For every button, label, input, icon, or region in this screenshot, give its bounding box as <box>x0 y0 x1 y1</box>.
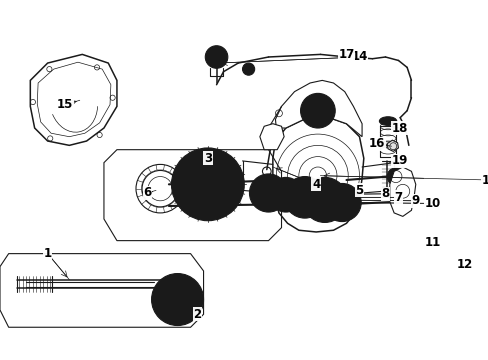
Text: 2: 2 <box>193 308 201 321</box>
Circle shape <box>249 174 287 212</box>
Circle shape <box>323 184 361 221</box>
Text: 12: 12 <box>456 258 472 271</box>
Text: 16: 16 <box>368 137 384 150</box>
Text: 14: 14 <box>350 50 367 63</box>
Circle shape <box>205 46 227 68</box>
Text: 1: 1 <box>43 247 52 260</box>
Text: 19: 19 <box>391 154 407 167</box>
Ellipse shape <box>379 117 396 125</box>
Text: 9: 9 <box>411 194 419 207</box>
Circle shape <box>268 177 303 212</box>
Circle shape <box>171 148 244 221</box>
Circle shape <box>302 177 346 222</box>
Text: 7: 7 <box>394 191 402 204</box>
Circle shape <box>242 63 254 75</box>
Text: 18: 18 <box>391 122 407 135</box>
Polygon shape <box>272 118 363 232</box>
Text: 15: 15 <box>57 98 73 111</box>
Circle shape <box>173 295 182 304</box>
Text: 13: 13 <box>480 174 488 186</box>
Polygon shape <box>30 54 117 145</box>
Polygon shape <box>389 167 415 216</box>
Circle shape <box>386 168 404 185</box>
Text: 5: 5 <box>355 184 363 197</box>
Polygon shape <box>386 140 398 152</box>
Polygon shape <box>259 124 284 150</box>
Text: 10: 10 <box>424 197 440 210</box>
Circle shape <box>300 93 335 128</box>
Text: 8: 8 <box>381 187 389 201</box>
Text: 11: 11 <box>424 236 440 249</box>
Text: 6: 6 <box>143 186 151 199</box>
Text: 4: 4 <box>311 178 320 191</box>
Circle shape <box>151 274 203 325</box>
Text: 3: 3 <box>203 152 211 165</box>
Text: 17: 17 <box>338 48 354 61</box>
Circle shape <box>284 176 325 218</box>
Circle shape <box>212 53 221 61</box>
Polygon shape <box>268 80 361 137</box>
